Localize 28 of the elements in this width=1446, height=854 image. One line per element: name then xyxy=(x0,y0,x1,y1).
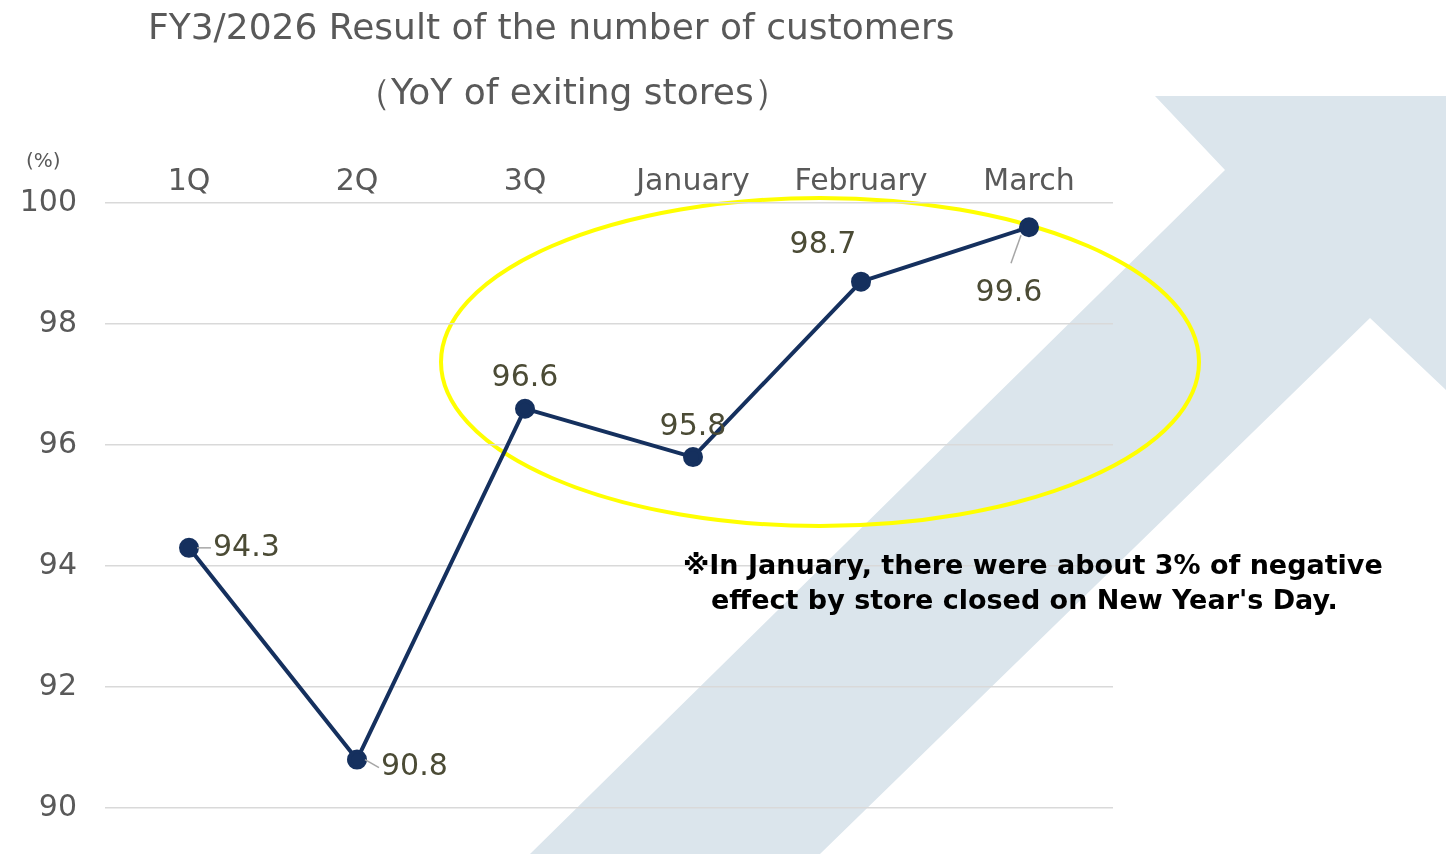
y-tick-label: 98 xyxy=(38,303,77,339)
point xyxy=(179,537,199,558)
chart-title: FY3/2026 Result of the number of customers xyxy=(148,6,955,47)
y-tick-label: 92 xyxy=(38,666,77,702)
x-tick-label: 3Q xyxy=(503,161,547,197)
x-tick-label: March xyxy=(983,161,1075,197)
y-tick-label: 94 xyxy=(38,545,77,581)
y-tick-label: 90 xyxy=(38,787,77,823)
data-label: 99.6 xyxy=(975,273,1043,308)
y-tick-label: 100 xyxy=(19,182,77,218)
y-tick-label: 96 xyxy=(38,424,77,460)
point xyxy=(683,447,703,468)
x-tick-label: 2Q xyxy=(335,161,379,197)
data-label: 96.6 xyxy=(491,358,559,394)
annotation: ※In January, there were about 3% of negative effect by store closed on New Year's Day. xyxy=(683,548,1384,617)
data-label: 90.8 xyxy=(381,747,448,783)
point xyxy=(515,398,535,419)
point xyxy=(347,749,367,770)
x-tick-label: February xyxy=(794,161,928,197)
chart-subtitle: （YoY of exiting stores） xyxy=(355,70,790,114)
data-label: 95.8 xyxy=(659,406,727,442)
y-axis-title: (%) xyxy=(26,148,61,172)
data-label: 98.7 xyxy=(789,225,857,261)
point xyxy=(1019,217,1039,238)
point xyxy=(851,271,871,292)
x-tick-label: 1Q xyxy=(167,161,211,197)
data-label: 94.3 xyxy=(213,527,280,563)
x-tick-label: January xyxy=(634,161,750,197)
